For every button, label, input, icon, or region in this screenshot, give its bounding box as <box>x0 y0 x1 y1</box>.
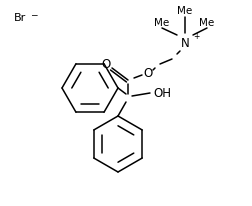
Text: Me: Me <box>177 6 193 16</box>
Text: −: − <box>30 11 38 20</box>
Text: O: O <box>143 67 153 80</box>
Text: +: + <box>193 32 199 41</box>
Text: Br: Br <box>14 13 26 23</box>
Text: N: N <box>181 36 189 49</box>
Text: OH: OH <box>153 87 171 99</box>
Text: Me: Me <box>154 18 170 28</box>
Text: Me: Me <box>199 18 215 28</box>
Text: O: O <box>101 57 111 70</box>
